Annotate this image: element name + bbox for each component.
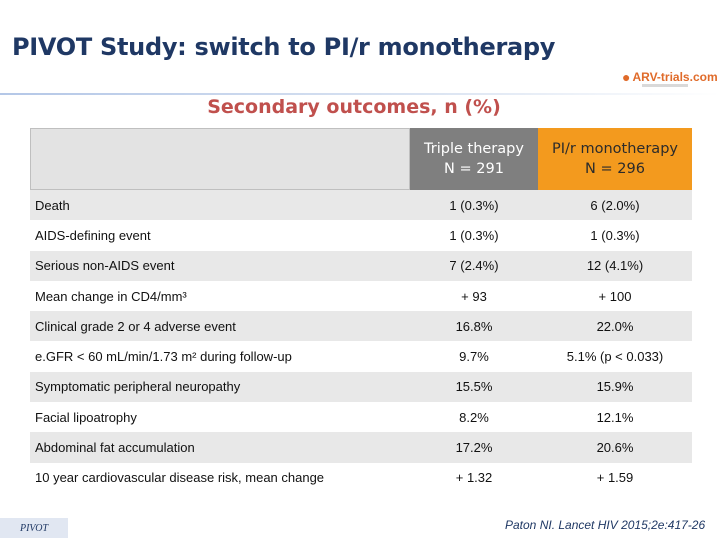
logo-underline [642,84,688,87]
triple-therapy-value: 16.8% [455,318,493,334]
arv-trials-logo: ● ARV-trials.com [622,69,718,85]
triple-therapy-value: 1 (0.3%) [449,197,499,213]
header-col1-line1: Triple therapy [424,141,524,157]
header-col2-line1: PI/r monotherapy [552,141,678,157]
subtitle-text: Secondary outcomes, n (%) [207,96,501,118]
triple-therapy-value: 8.2% [459,409,489,425]
table-row: Death 1 (0.3%) 6 (2.0%) [30,190,692,221]
monotherapy-value: 5.1% (p < 0.033) [566,349,664,365]
row-label: Mean change in CD4/mm³ [35,288,187,304]
header-pir-monotherapy: PI/r monotherapy N = 296 [538,128,692,190]
table-row: Facial lipoatrophy 8.2% 12.1% [30,402,692,432]
monotherapy-value: 6 (2.0%) [590,197,640,213]
slide-title: PIVOT Study: switch to PI/r monotherapy [12,33,556,61]
row-label: Clinical grade 2 or 4 adverse event [35,318,236,334]
row-label: Death [35,197,70,213]
header-triple-therapy: Triple therapy N = 291 [410,128,538,190]
table-row: Symptomatic peripheral neuropathy 15.5% … [30,371,692,403]
monotherapy-value: 1 (0.3%) [590,227,640,243]
triple-therapy-value: + 93 [461,288,487,304]
header-col1-line2: N = 291 [444,161,504,177]
table-row: Serious non-AIDS event 7 (2.4%) 12 (4.1%… [30,250,692,281]
table-row: Mean change in CD4/mm³ + 93 + 100 [30,281,692,311]
row-label: Serious non-AIDS event [35,258,175,274]
table-row: Abdominal fat accumulation 17.2% 20.6% [30,432,692,463]
row-label: e.GFR < 60 mL/min/1.73 m² during follow-… [35,349,292,365]
triple-therapy-value: 17.2% [455,440,493,456]
monotherapy-value: 12 (4.1%) [586,258,644,274]
triple-therapy-value: 1 (0.3%) [449,227,499,243]
monotherapy-value: + 1.59 [596,470,634,486]
row-label: 10 year cardiovascular disease risk, mea… [35,470,325,486]
table-row: Clinical grade 2 or 4 adverse event 16.8… [30,311,692,342]
row-label: Abdominal fat accumulation [35,440,195,456]
header-col2-line2: N = 296 [585,161,645,177]
row-label: AIDS-defining event [35,227,151,243]
monotherapy-value: 20.6% [596,440,634,456]
header-blank-cell [30,128,410,190]
section-subtitle: Secondary outcomes, n (%) [0,96,720,118]
triple-therapy-value: + 1.32 [455,470,493,486]
monotherapy-value: + 100 [598,288,632,304]
logo-swirl-icon: ● [622,69,631,85]
outcomes-table: Triple therapy N = 291 PI/r monotherapy … [30,128,692,493]
monotherapy-value: 15.9% [596,379,634,395]
table-row: AIDS-defining event 1 (0.3%) 1 (0.3%) [30,220,692,250]
study-tag: PIVOT [0,518,68,538]
triple-therapy-value: 15.5% [455,379,493,395]
triple-therapy-value: 7 (2.4%) [449,258,499,274]
table-row: 10 year cardiovascular disease risk, mea… [30,463,692,493]
logo-text: ARV-trials.com [632,70,718,84]
monotherapy-value: 22.0% [596,318,634,334]
title-divider [0,93,720,95]
row-label: Facial lipoatrophy [35,409,137,425]
triple-therapy-value: 9.7% [459,349,489,365]
table-header: Triple therapy N = 291 PI/r monotherapy … [30,128,692,190]
citation: Paton NI. Lancet HIV 2015;2e:417-26 [505,518,706,532]
monotherapy-value: 12.1% [596,409,634,425]
table-row: e.GFR < 60 mL/min/1.73 m² during follow-… [30,341,692,371]
row-label: Symptomatic peripheral neuropathy [35,379,241,395]
